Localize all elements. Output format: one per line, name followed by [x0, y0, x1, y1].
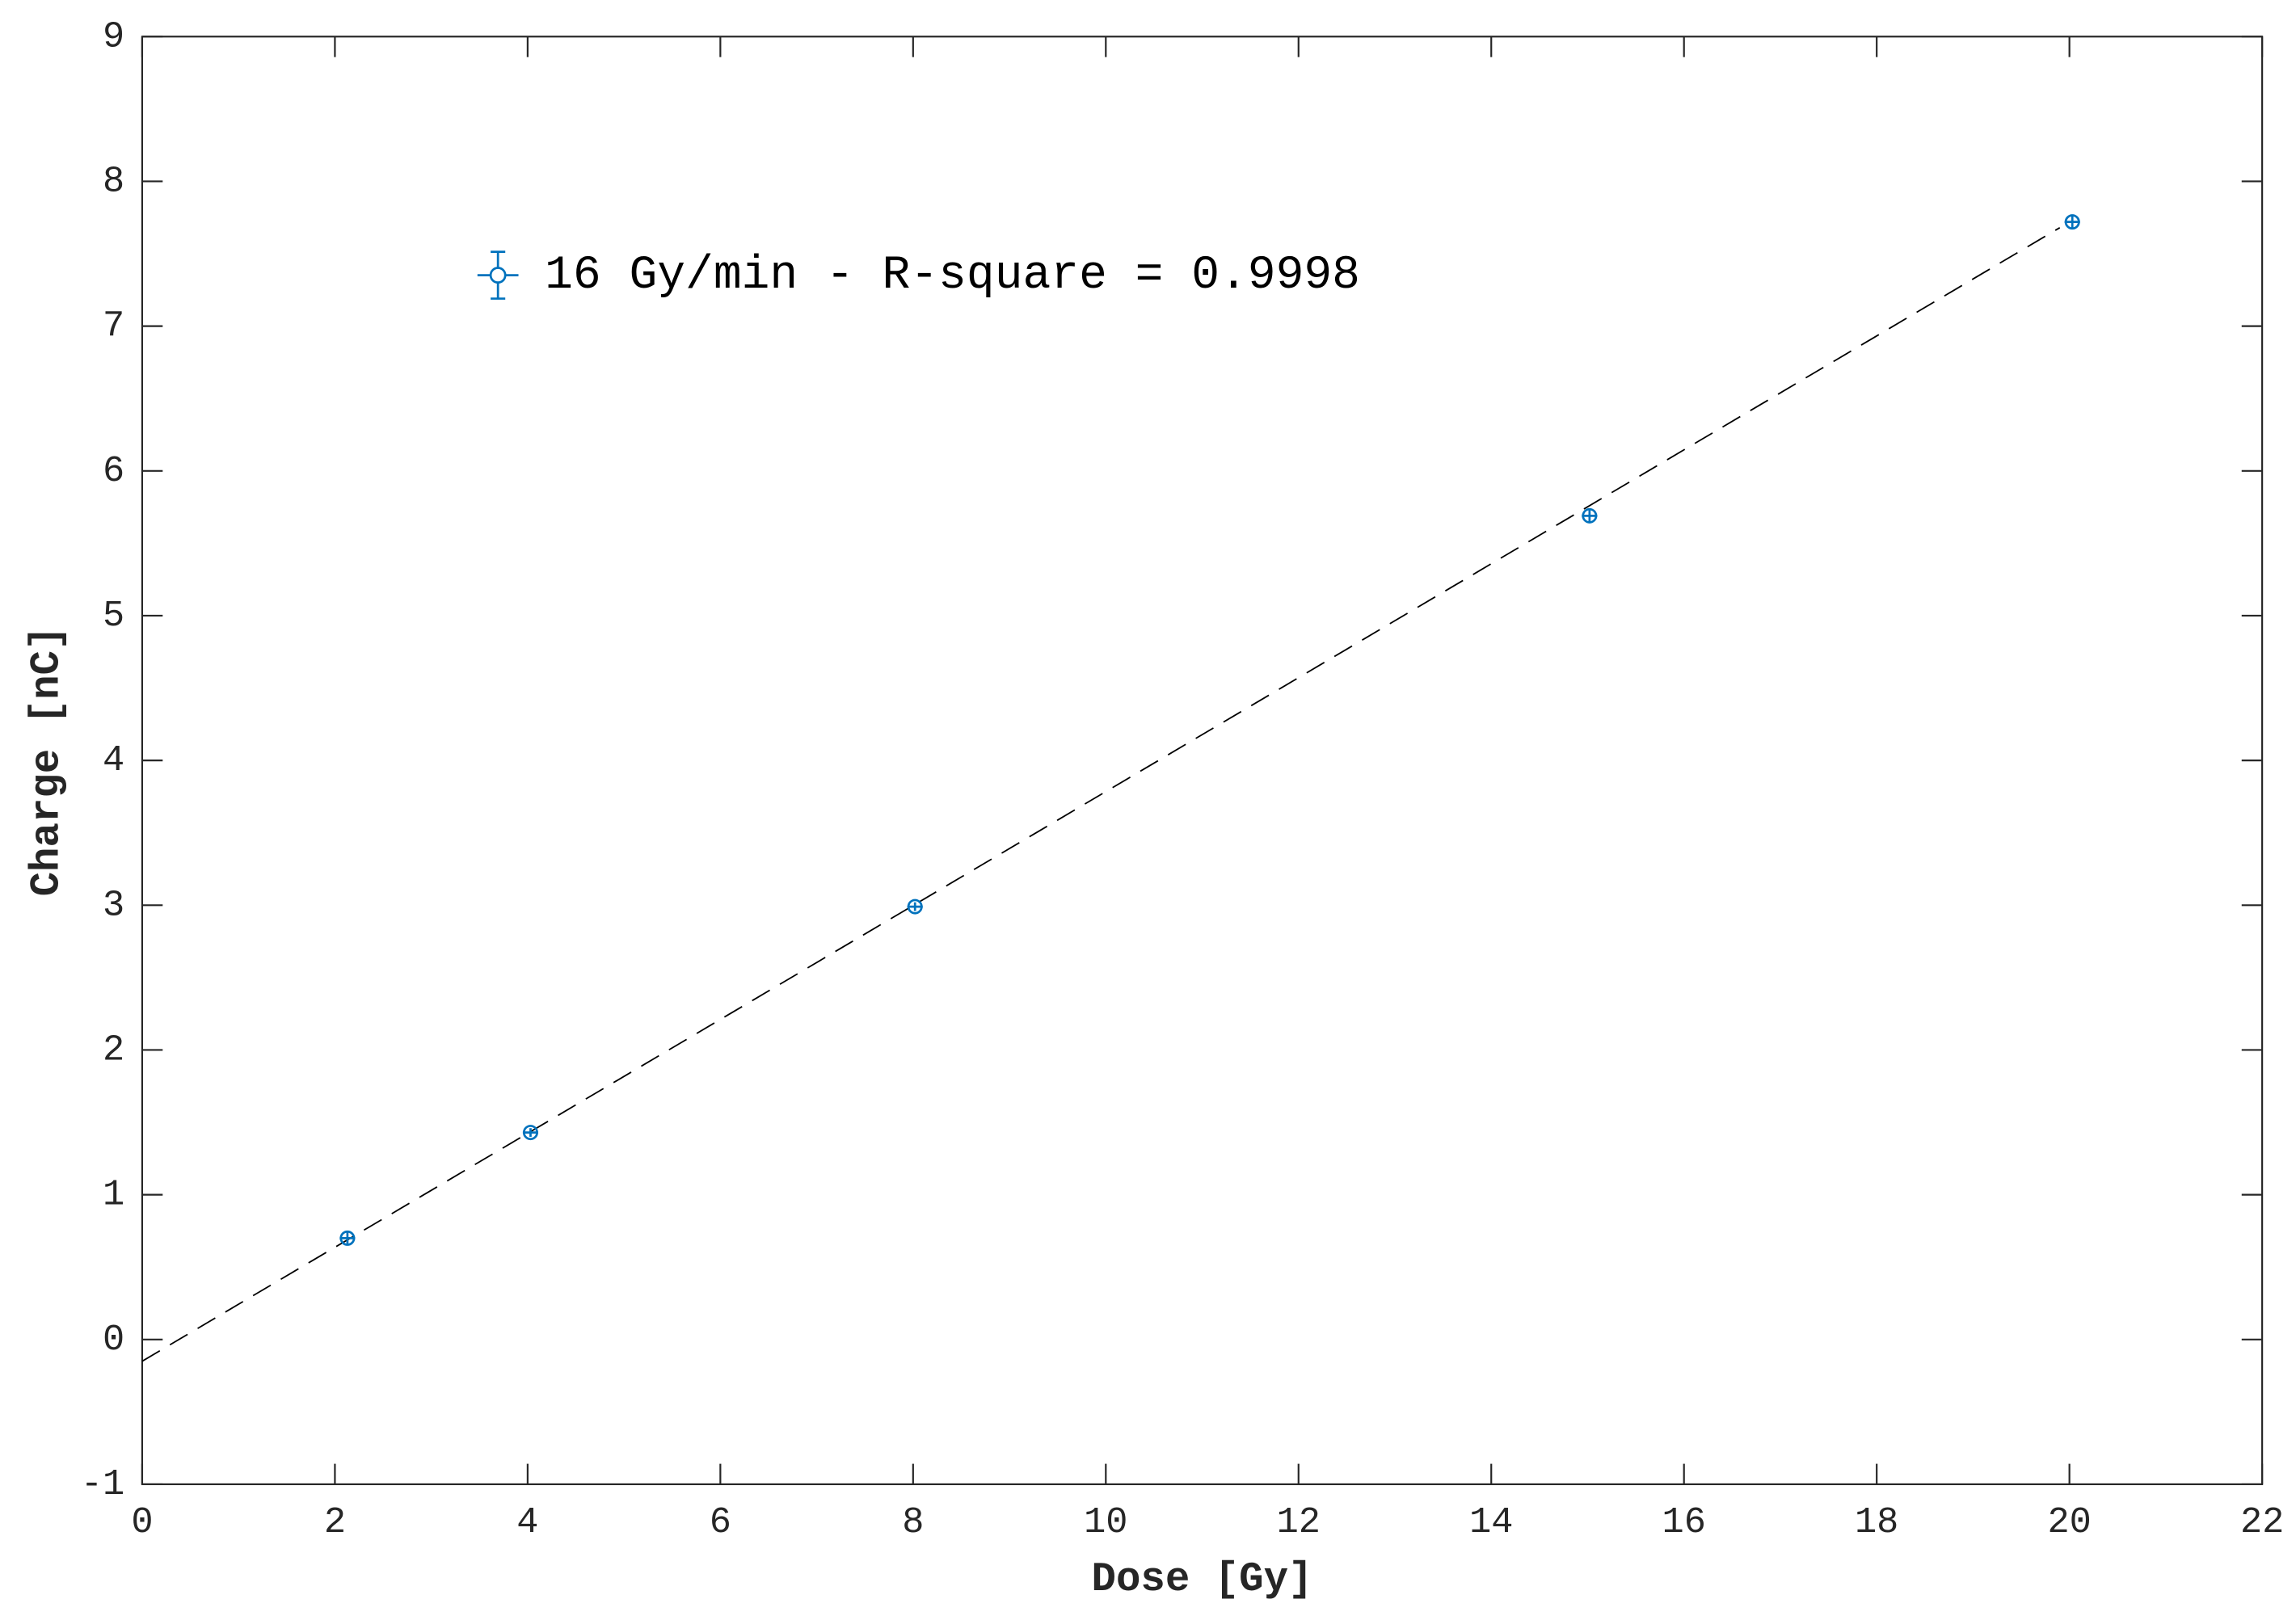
marker	[2064, 214, 2080, 230]
y-tick-label: 5	[103, 595, 124, 637]
y-tick-label: 8	[103, 160, 124, 202]
marker	[339, 1230, 356, 1246]
y-tick-label: 9	[103, 15, 124, 57]
legend-icon	[489, 267, 507, 284]
x-tick-label: 12	[1277, 1501, 1321, 1543]
x-tick-label: 2	[324, 1501, 346, 1543]
marker	[1582, 507, 1598, 524]
fit-line	[141, 227, 2061, 1362]
x-tick-label: 0	[131, 1501, 153, 1543]
legend-label: 16 Gy/min - R-square = 0.9998	[545, 250, 1360, 302]
marker	[522, 1125, 538, 1141]
y-axis-label: Charge [nC]	[25, 626, 71, 897]
y-tick-label: 1	[103, 1174, 124, 1216]
x-axis-label: Dose [Gy]	[1092, 1557, 1313, 1603]
x-tick-label: 18	[1855, 1501, 1898, 1543]
x-tick-label: 4	[516, 1501, 538, 1543]
x-tick-label: 20	[2047, 1501, 2091, 1543]
y-tick-label: 4	[103, 739, 124, 781]
x-tick-label: 22	[2240, 1501, 2284, 1543]
marker	[907, 898, 923, 915]
y-tick-label: -1	[81, 1463, 124, 1505]
x-tick-label: 8	[902, 1501, 924, 1543]
x-tick-label: 14	[1469, 1501, 1513, 1543]
x-tick-label: 16	[1662, 1501, 1706, 1543]
y-tick-label: 2	[103, 1029, 124, 1071]
x-tick-label: 10	[1084, 1501, 1127, 1543]
x-tick-label: 6	[710, 1501, 731, 1543]
y-tick-label: 0	[103, 1319, 124, 1361]
y-tick-label: 7	[103, 305, 124, 347]
y-tick-label: 3	[103, 884, 124, 926]
y-tick-label: 6	[103, 450, 124, 492]
